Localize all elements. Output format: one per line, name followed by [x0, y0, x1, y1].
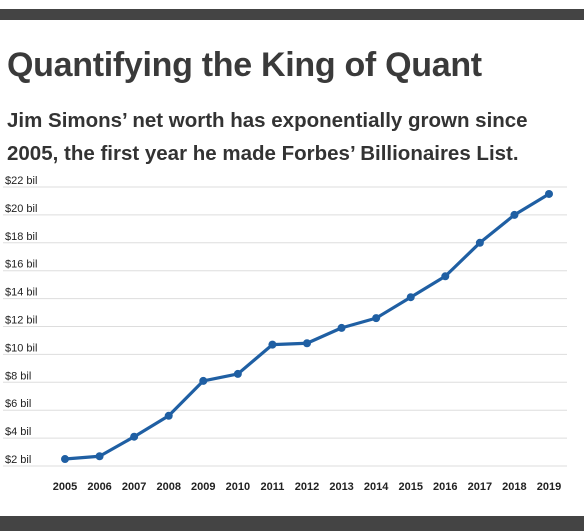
x-tick-label: 2012 — [295, 481, 319, 493]
data-point — [475, 238, 484, 247]
x-tick-label: 2019 — [537, 481, 561, 493]
x-tick-label: 2006 — [87, 481, 111, 493]
chart-subtitle: Jim Simons’ net worth has exponentially … — [7, 109, 528, 165]
data-point — [545, 189, 553, 198]
x-tick-label: 2011 — [260, 481, 284, 493]
x-tick-label: 2015 — [398, 481, 422, 493]
y-tick-label: $2 bil — [5, 454, 31, 466]
data-point — [61, 455, 69, 464]
y-tick-label: $4 bil — [5, 426, 31, 438]
series — [61, 189, 553, 464]
x-tick-label: 2008 — [156, 481, 180, 493]
data-point — [372, 314, 381, 323]
data-point — [268, 340, 277, 349]
x-tick-label: 2013 — [329, 481, 353, 493]
chart-title: Quantifying the King of Quant — [7, 46, 482, 84]
y-tick-label: $18 bil — [5, 231, 37, 243]
x-tick-label: 2018 — [502, 481, 526, 493]
bottom-bar — [0, 516, 584, 531]
y-tick-label: $14 bil — [5, 287, 37, 299]
x-axis-ticks: 2005 2006 2007 2008 2009 2010 2011 2012 2013 2014… — [53, 481, 561, 493]
data-point — [406, 293, 415, 302]
y-tick-label: $8 bil — [5, 370, 31, 382]
y-tick-label: $16 bil — [5, 259, 37, 271]
data-point — [510, 210, 519, 219]
x-tick-label: 2005 — [53, 481, 77, 493]
data-point — [303, 339, 311, 348]
y-tick-label: $6 bil — [5, 398, 31, 410]
y-tick-label: $10 bil — [5, 342, 37, 354]
x-tick-label: 2009 — [191, 481, 215, 493]
data-point — [337, 323, 346, 332]
x-tick-label: 2010 — [226, 481, 250, 493]
data-point — [199, 376, 208, 385]
gridlines — [3, 186, 567, 467]
top-bar — [0, 9, 584, 20]
data-point — [233, 369, 242, 378]
x-tick-label: 2017 — [468, 481, 492, 493]
data-point — [95, 452, 104, 461]
y-axis-ticks: $2 bil $4 bil $6 bil $8 bil $10 bil $12 bil $1… — [5, 175, 37, 466]
x-tick-label: 2016 — [433, 481, 457, 493]
y-tick-label: $22 bil — [5, 175, 37, 187]
y-tick-label: $12 bil — [5, 315, 37, 327]
x-tick-label: 2007 — [122, 481, 146, 493]
y-tick-label: $20 bil — [5, 203, 37, 215]
data-point — [164, 411, 173, 420]
data-point — [130, 432, 139, 441]
data-point — [441, 272, 450, 281]
x-tick-label: 2014 — [364, 481, 389, 493]
